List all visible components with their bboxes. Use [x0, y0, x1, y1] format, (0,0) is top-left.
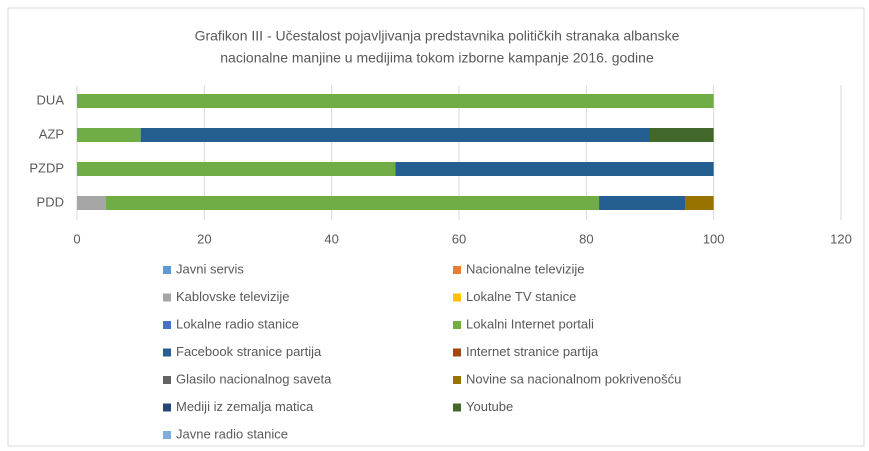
legend-label: Lokalni Internet portali	[466, 316, 594, 331]
bar-segment	[685, 196, 714, 210]
legend-swatch	[453, 403, 461, 412]
chart-area	[7, 7, 865, 447]
x-tick-label: 80	[579, 231, 593, 246]
bar-segment	[140, 128, 650, 142]
legend-swatch	[453, 266, 461, 274]
legend-label: Facebook stranice partija	[176, 344, 322, 359]
legend-swatch	[163, 431, 171, 439]
chart-title: nacionalne manjine u medijima tokom izbo…	[220, 50, 654, 66]
legend-label: Internet stranice partija	[466, 344, 599, 359]
bar-segment	[77, 94, 714, 108]
x-tick-label: 0	[73, 231, 80, 246]
legend-swatch	[163, 266, 171, 274]
y-tick-label: PZDP	[29, 160, 64, 175]
legend-label: Javni servis	[176, 261, 244, 276]
legend-label: Lokalne radio stanice	[176, 316, 299, 331]
legend-label: Javne radio stanice	[176, 426, 288, 441]
legend-swatch	[163, 376, 171, 384]
y-tick-label: AZP	[39, 126, 64, 141]
x-tick-label: 60	[452, 231, 466, 246]
bar-segment	[77, 196, 106, 210]
bar-segment	[77, 128, 141, 142]
y-tick-label: DUA	[37, 92, 65, 107]
chart-title: Grafikon III - Učestalost pojavljivanja …	[195, 28, 680, 44]
legend-swatch	[453, 376, 461, 384]
x-tick-label: 120	[830, 231, 852, 246]
legend-label: Nacionalne televizije	[466, 261, 585, 276]
x-tick-label: 20	[197, 231, 211, 246]
legend-label: Glasilo nacionalnog saveta	[176, 371, 332, 386]
x-tick-label: 40	[324, 231, 338, 246]
legend-swatch	[163, 321, 171, 329]
y-tick-label: PDD	[37, 194, 64, 209]
legend-swatch	[163, 403, 171, 412]
bar-segment	[650, 128, 714, 142]
legend-swatch	[163, 293, 171, 302]
bar-segment	[599, 196, 686, 210]
x-tick-label: 100	[703, 231, 725, 246]
legend-swatch	[453, 293, 461, 302]
legend-label: Mediji iz zemalja matica	[176, 399, 314, 414]
bar-segment	[77, 162, 396, 176]
legend-label: Kablovske televizije	[176, 289, 289, 304]
legend-swatch	[453, 321, 461, 329]
legend-label: Youtube	[466, 399, 513, 414]
bar-segment	[395, 162, 714, 176]
legend-label: Lokalne TV stanice	[466, 289, 576, 304]
legend-swatch	[453, 348, 461, 357]
bar-segment	[105, 196, 600, 210]
legend-label: Novine sa nacionalnom pokrivenošću	[466, 371, 681, 386]
legend-swatch	[163, 348, 171, 357]
